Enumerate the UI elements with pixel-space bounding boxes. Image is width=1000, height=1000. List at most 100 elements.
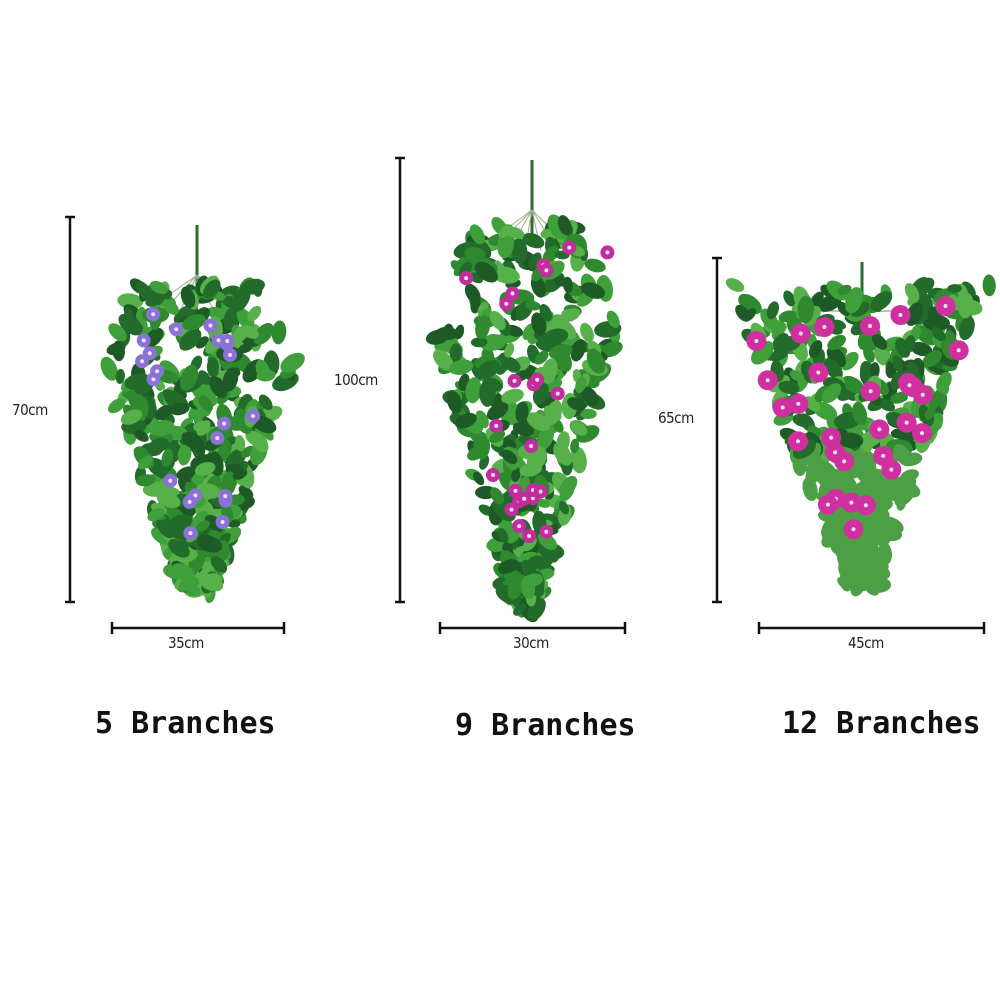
flower-center xyxy=(188,531,193,536)
leaf xyxy=(247,305,262,322)
leaf xyxy=(181,431,205,450)
flower-center xyxy=(555,391,560,396)
leaf xyxy=(845,287,863,314)
leaf xyxy=(133,429,149,442)
leaf xyxy=(474,261,498,283)
leaf xyxy=(922,350,943,368)
leaf xyxy=(476,360,501,379)
leaf xyxy=(586,348,606,374)
caption-2: 9 Branches xyxy=(455,708,636,743)
leaf xyxy=(147,508,165,522)
leaf xyxy=(149,280,168,295)
leaf xyxy=(475,315,491,340)
leaf xyxy=(982,274,996,297)
flower-center xyxy=(530,496,535,501)
leaf xyxy=(223,306,239,331)
flower-center xyxy=(223,494,228,499)
leaf xyxy=(817,294,842,312)
flower-center xyxy=(754,339,759,343)
leaf xyxy=(905,302,924,326)
flower-center xyxy=(215,436,220,441)
leaf xyxy=(531,312,547,337)
flower-center xyxy=(907,383,912,388)
flower-center xyxy=(544,268,549,273)
leaf xyxy=(904,477,917,493)
leaf xyxy=(515,401,529,424)
leaf xyxy=(232,469,248,480)
flower-center xyxy=(140,359,145,364)
leaf xyxy=(161,448,174,467)
leaf xyxy=(511,467,521,483)
flower-center xyxy=(822,325,827,329)
flower-center xyxy=(504,301,509,306)
flower-center xyxy=(225,339,230,343)
flower-center xyxy=(151,377,156,382)
leaf xyxy=(207,306,227,320)
leaf xyxy=(570,446,587,474)
leaf xyxy=(449,343,462,364)
leaf xyxy=(497,559,519,574)
leaf xyxy=(570,339,586,362)
leaf xyxy=(893,443,913,467)
leaf xyxy=(501,449,518,465)
leaf xyxy=(475,410,489,429)
leaf xyxy=(562,276,573,294)
flower-center xyxy=(829,435,834,440)
flower-center xyxy=(251,414,256,418)
leaf xyxy=(464,247,486,260)
leaf xyxy=(830,534,842,554)
leaf xyxy=(193,420,210,432)
leaf xyxy=(490,487,505,505)
leaf xyxy=(797,295,815,324)
flower-center xyxy=(174,327,179,332)
leaf xyxy=(852,401,868,426)
leaf xyxy=(890,392,908,404)
flower-center xyxy=(780,405,785,410)
flower-center xyxy=(151,312,156,317)
leaf xyxy=(536,426,554,451)
leaf xyxy=(156,491,181,509)
leaf xyxy=(256,369,276,382)
leaf xyxy=(180,286,196,308)
flower-center xyxy=(522,496,527,501)
leaf xyxy=(469,224,485,245)
leaf xyxy=(841,375,864,394)
flower-center xyxy=(881,453,886,458)
flower-center xyxy=(849,500,854,505)
flower-center xyxy=(187,499,192,504)
leaf xyxy=(810,291,824,308)
flower-center xyxy=(216,338,221,343)
flower-center xyxy=(513,488,518,493)
leaf xyxy=(115,368,125,384)
leaf xyxy=(837,432,864,449)
leaf xyxy=(528,447,547,472)
flower-center xyxy=(842,459,847,464)
leaf xyxy=(826,280,849,301)
leaf xyxy=(507,576,524,600)
leaf xyxy=(117,293,144,310)
leaf xyxy=(570,438,580,454)
leaf xyxy=(778,380,800,395)
leaf xyxy=(135,474,156,487)
leaf xyxy=(821,383,842,404)
leaf xyxy=(870,362,880,378)
flower-center xyxy=(825,502,830,507)
leaf xyxy=(199,534,216,546)
leaf xyxy=(581,282,606,299)
leaf xyxy=(253,323,274,345)
leaf xyxy=(808,340,823,358)
leaf xyxy=(553,346,572,372)
leaf xyxy=(870,291,893,312)
leaf xyxy=(580,408,597,420)
leaf xyxy=(581,386,599,407)
flower-center xyxy=(898,313,903,317)
flower-center xyxy=(833,450,838,455)
leaf xyxy=(553,442,573,466)
flower-center xyxy=(877,427,882,432)
leaf xyxy=(580,322,594,343)
leaf xyxy=(193,408,206,423)
leaf xyxy=(542,245,560,263)
leaf xyxy=(892,355,904,372)
leaf xyxy=(939,380,949,395)
